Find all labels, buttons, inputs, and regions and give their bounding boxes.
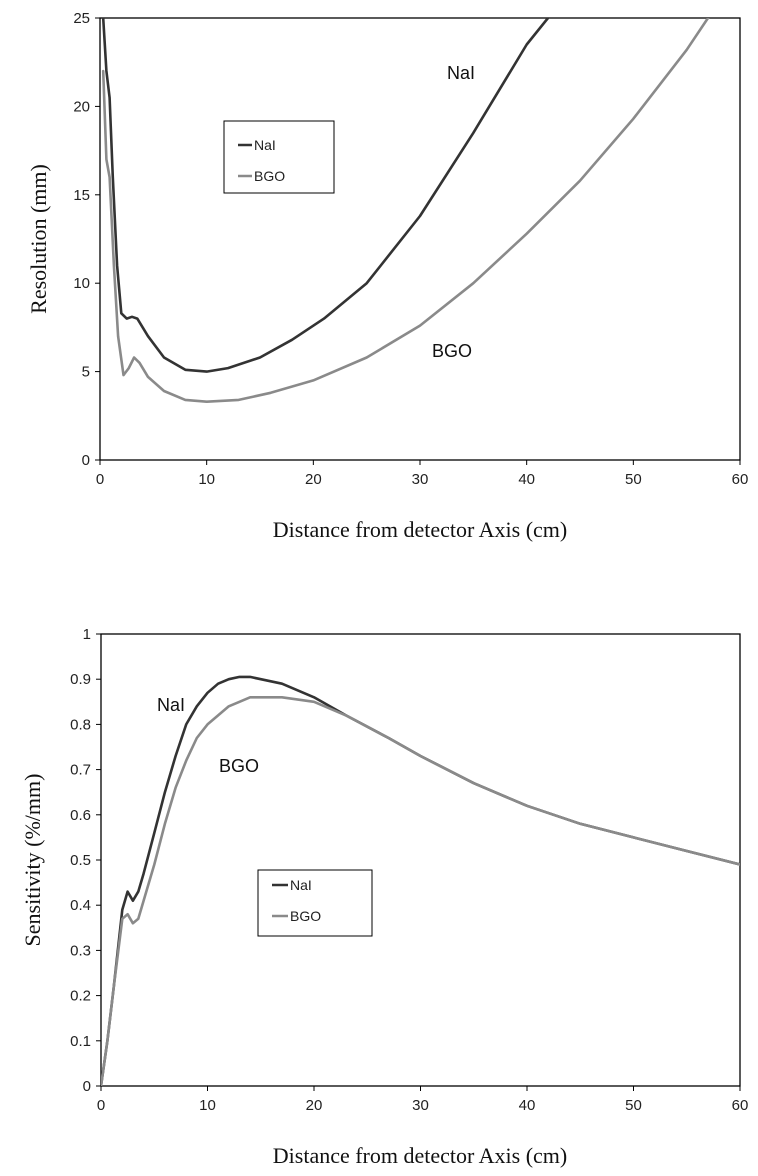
resolution-x-ticks: 0 10 20 30 40 50 60 (96, 460, 749, 488)
sensitivity-y-axis-title: Sensitivity (%/mm) (20, 774, 45, 947)
sensitivity-annotation-bgo: BGO (219, 756, 259, 776)
sensitivity-y-tick-label: 0.1 (70, 1033, 91, 1050)
sensitivity-y-tick-label: 1 (83, 626, 91, 643)
sensitivity-x-tick-label: 60 (732, 1097, 749, 1114)
resolution-x-axis-title: Distance from detector Axis (cm) (273, 517, 567, 542)
sensitivity-x-ticks: 0 10 20 30 40 50 60 (97, 1086, 749, 1114)
resolution-annotation-nai: NaI (447, 63, 475, 83)
sensitivity-x-tick-label: 50 (625, 1097, 642, 1114)
resolution-y-tick-label: 15 (73, 187, 90, 204)
sensitivity-legend-label-bgo: BGO (290, 908, 321, 924)
resolution-y-axis-title: Resolution (mm) (26, 164, 51, 314)
sensitivity-legend: NaI BGO (257, 869, 373, 937)
sensitivity-x-tick-label: 20 (306, 1097, 323, 1114)
sensitivity-lines (101, 675, 740, 1086)
resolution-legend-box (223, 120, 335, 194)
sensitivity-legend-box (257, 869, 373, 937)
sensitivity-y-tick-label: 0.6 (70, 807, 91, 824)
sensitivity-x-tick-label: 40 (519, 1097, 536, 1114)
resolution-annotation-bgo: BGO (432, 341, 472, 361)
sensitivity-annotation-nai: NaI (157, 695, 185, 715)
sensitivity-y-tick-label: 0.2 (70, 988, 91, 1005)
sensitivity-y-ticks: 0 0.1 0.2 0.3 0.4 0.5 0.6 0.7 0.8 0.9 1 (70, 626, 101, 1095)
resolution-y-tick-label: 5 (82, 364, 90, 381)
sensitivity-y-tick-label: 0.5 (70, 852, 91, 869)
resolution-plot-area (99, 17, 741, 461)
resolution-y-tick-label: 0 (82, 452, 90, 469)
sensitivity-x-tick-label: 0 (97, 1097, 105, 1114)
resolution-chart: 0 5 10 15 20 25 0 10 20 30 40 50 60 NaI BGO NaI BGO… (26, 10, 748, 542)
resolution-legend: NaI BGO (223, 120, 335, 194)
sensitivity-y-tick-label: 0.8 (70, 716, 91, 733)
resolution-x-tick-label: 20 (305, 471, 322, 488)
sensitivity-chart: 0 0.1 0.2 0.3 0.4 0.5 0.6 0.7 0.8 0.9 1 0 10 20 30 40 5… (20, 626, 748, 1168)
resolution-x-tick-label: 30 (412, 471, 429, 488)
resolution-y-tick-label: 25 (73, 10, 90, 27)
sensitivity-y-tick-label: 0.9 (70, 671, 91, 688)
resolution-y-ticks: 0 5 10 15 20 25 (73, 10, 100, 469)
resolution-series-bgo-line (101, 18, 710, 404)
sensitivity-legend-label-nai: NaI (290, 877, 312, 893)
sensitivity-x-axis-title: Distance from detector Axis (cm) (273, 1143, 567, 1168)
sensitivity-y-tick-label: 0 (83, 1078, 91, 1095)
sensitivity-y-tick-label: 0.3 (70, 942, 91, 959)
resolution-x-tick-label: 60 (732, 471, 749, 488)
sensitivity-y-tick-label: 0.7 (70, 762, 91, 779)
resolution-x-tick-label: 40 (518, 471, 535, 488)
sensitivity-series-bgo-line (101, 695, 740, 1086)
resolution-x-tick-label: 50 (625, 471, 642, 488)
resolution-y-tick-label: 20 (73, 98, 90, 115)
sensitivity-x-tick-label: 30 (412, 1097, 429, 1114)
sensitivity-y-tick-label: 0.4 (70, 897, 91, 914)
sensitivity-plot-area (100, 633, 741, 1087)
resolution-lines (101, 18, 710, 404)
sensitivity-x-tick-label: 10 (199, 1097, 216, 1114)
resolution-y-tick-label: 10 (73, 275, 90, 292)
resolution-legend-label-nai: NaI (254, 137, 276, 153)
resolution-x-tick-label: 10 (198, 471, 215, 488)
resolution-x-tick-label: 0 (96, 471, 104, 488)
resolution-legend-label-bgo: BGO (254, 168, 285, 184)
resolution-series-nai-line (101, 18, 550, 373)
